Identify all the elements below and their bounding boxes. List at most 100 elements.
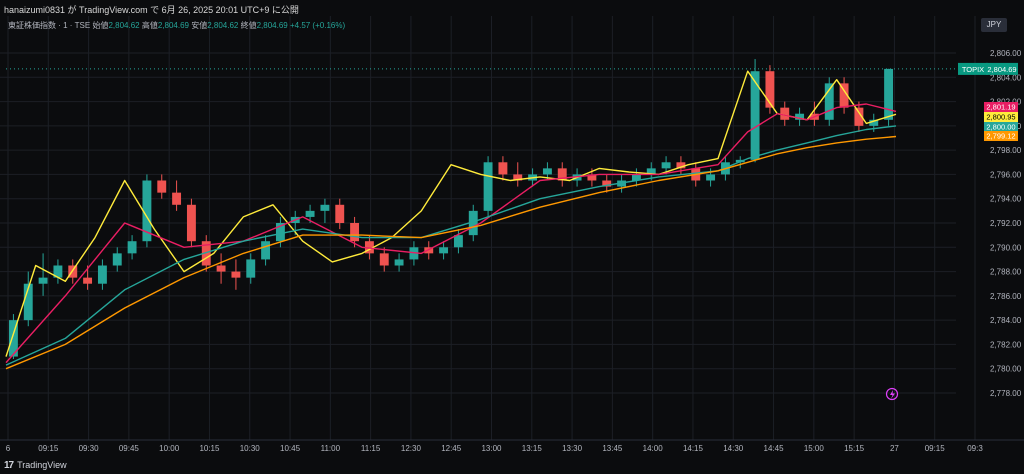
y-tick-label: 2,788.00 — [990, 268, 1022, 277]
ma-badge-value: 2,800.00 — [986, 123, 1015, 132]
candle-body — [557, 168, 567, 181]
candle-body — [750, 71, 760, 160]
y-tick-label: 2,794.00 — [990, 195, 1022, 204]
price-badges: TOPIX 2,804.69 2,801.192,800.952,800.002,7… — [958, 62, 1018, 141]
candle-body — [83, 277, 93, 284]
publisher-line: hanaizumi0831 が TradingView.com で 6月 26,… — [4, 5, 299, 15]
currency-button[interactable]: JPY — [981, 18, 1007, 32]
y-tick-label: 2,782.00 — [990, 340, 1022, 349]
candle-body — [231, 271, 241, 278]
candle-body — [483, 162, 493, 211]
candle-body — [468, 210, 478, 236]
candle-body — [646, 168, 656, 175]
candle-body — [795, 113, 805, 120]
y-tick-label: 2,792.00 — [990, 219, 1022, 228]
candle-body — [364, 241, 374, 254]
ma-badge — [984, 112, 1018, 122]
x-tick-label: 10:30 — [240, 444, 261, 453]
ma-badge — [984, 102, 1018, 112]
x-tick-label: 10:45 — [280, 444, 301, 453]
price-axis[interactable]: 2,778.00 2,780.00 2,782.00 2,784.00 2,786.00… — [990, 49, 1022, 398]
x-tick-label: 13:30 — [562, 444, 583, 453]
candle-body — [112, 253, 122, 266]
candle-body — [23, 283, 33, 321]
candle-body — [884, 68, 894, 120]
x-tick-label: 12:30 — [401, 444, 422, 453]
lightning-icon[interactable] — [885, 387, 899, 401]
ma-fast-line — [5, 70, 897, 357]
candle-body — [854, 107, 864, 126]
x-tick-label: 14:15 — [683, 444, 704, 453]
moving-average-layer — [5, 70, 897, 370]
close-label: 終値 — [240, 21, 257, 30]
y-tick-label: 2,786.00 — [990, 292, 1022, 301]
publisher-header: hanaizumi0831 が TradingView.com で 6月 26,… — [4, 3, 299, 16]
candle-body — [602, 180, 612, 187]
candle-body — [172, 192, 182, 205]
footer-brand[interactable]: 17 TradingView — [4, 458, 67, 472]
candle-body — [216, 265, 226, 272]
candle-body — [409, 247, 419, 260]
x-tick-label: 15:15 — [844, 444, 865, 453]
candle-body — [53, 265, 63, 278]
candle-body — [186, 204, 196, 242]
candle-body — [275, 223, 285, 242]
x-tick-label: 11:15 — [361, 444, 381, 453]
time-axis[interactable]: 6 09:15 09:30 09:45 10:00 10:15 10:30 10:45 11:0… — [6, 444, 984, 453]
y-tick-label: 2,790.00 — [990, 243, 1022, 252]
y-tick-label: 2,796.00 — [990, 170, 1022, 179]
change-value: +4.57 (+0.16%) — [289, 21, 346, 30]
candle-body — [246, 259, 256, 278]
y-tick-label: 2,780.00 — [990, 365, 1022, 374]
last-price-badge — [986, 62, 1018, 75]
ma-slowest-line — [5, 135, 897, 370]
ma-badge — [984, 131, 1018, 141]
candle-body — [631, 174, 641, 181]
x-tick-label: 13:45 — [602, 444, 623, 453]
markers — [885, 387, 899, 401]
candle-body — [765, 71, 775, 108]
candle-body — [542, 168, 552, 175]
candle-body — [780, 107, 790, 120]
x-tick-label: 09:45 — [119, 444, 140, 453]
candle-body — [676, 162, 686, 169]
y-tick-label: 2,798.00 — [990, 146, 1022, 155]
candle-body — [824, 83, 834, 120]
candle-body — [379, 253, 389, 266]
x-tick-label: 14:30 — [723, 444, 744, 453]
candle-body — [869, 119, 879, 126]
y-tick-label: 2,784.00 — [990, 316, 1022, 325]
tradingview-logo-icon: 17 — [4, 459, 14, 471]
candle-body — [8, 320, 18, 357]
candle-body — [38, 277, 48, 284]
candle-body — [261, 241, 271, 260]
y-tick-label: 2,806.00 — [990, 49, 1022, 58]
x-tick-label: 12:45 — [441, 444, 462, 453]
x-tick-label: 09:3 — [967, 444, 983, 453]
y-tick-label: 2,804.00 — [990, 73, 1022, 82]
symbol-label[interactable]: 東証株価指数 · 1 · TSE — [8, 21, 91, 30]
x-tick-label: 09:30 — [79, 444, 100, 453]
candle-body — [157, 180, 167, 193]
open-value: 2,804.62 — [108, 21, 140, 30]
candle-body — [320, 204, 330, 211]
y-tick-label: 2,778.00 — [990, 389, 1022, 398]
x-tick-label: 14:00 — [643, 444, 664, 453]
x-tick-label: 14:45 — [764, 444, 785, 453]
brand-label: TradingView — [17, 460, 67, 470]
candle-body — [350, 223, 360, 242]
symbol-badge-label: TOPIX — [962, 65, 984, 74]
candle-body — [706, 174, 716, 181]
low-label: 安値 — [191, 21, 208, 30]
high-value: 2,804.69 — [157, 21, 189, 30]
x-tick-label: 13:00 — [481, 444, 502, 453]
low-value: 2,804.62 — [207, 21, 239, 30]
x-tick-label: 10:00 — [159, 444, 180, 453]
x-tick-label: 15:00 — [804, 444, 825, 453]
x-tick-label: 11:00 — [321, 444, 341, 453]
x-tick-label: 10:15 — [199, 444, 220, 453]
ma-mid-line — [5, 103, 897, 364]
